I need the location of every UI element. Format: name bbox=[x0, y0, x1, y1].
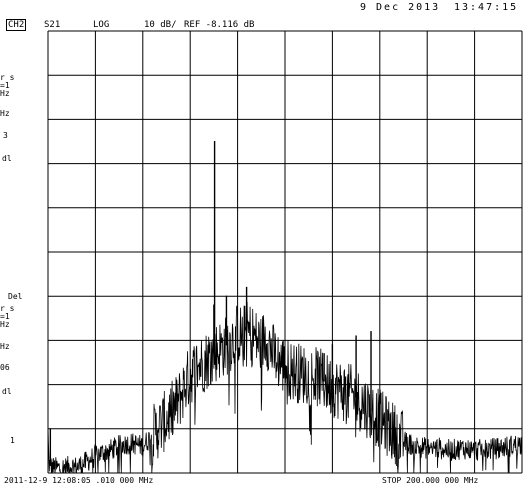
parameter-label: S21 bbox=[44, 20, 61, 30]
side-label: Hz bbox=[0, 342, 10, 351]
side-label: 3 bbox=[3, 131, 8, 140]
side-label: 06 bbox=[0, 363, 10, 372]
scale-label: 10 dB/ bbox=[144, 20, 177, 30]
side-label: dl bbox=[2, 387, 12, 396]
side-label: =1 bbox=[0, 312, 10, 321]
trace-line bbox=[47, 301, 523, 474]
side-label: r s bbox=[0, 304, 15, 313]
side-label: Hz bbox=[0, 89, 10, 98]
channel-indicator: CH2 bbox=[6, 19, 27, 31]
side-label: Del bbox=[8, 292, 23, 301]
format-label: LOG bbox=[93, 20, 110, 30]
start-label: 2011-12-9 12:08:05 .010 000 MHz bbox=[4, 476, 154, 485]
date-readout: 9 Dec 2013 bbox=[360, 2, 441, 13]
side-label: =1 bbox=[0, 81, 10, 90]
side-label: r s bbox=[0, 73, 15, 82]
side-label: Hz bbox=[0, 320, 10, 329]
marker-number: 1 bbox=[10, 436, 15, 445]
side-label: dl bbox=[2, 154, 12, 163]
stop-label: STOP 200.000 000 MHz bbox=[382, 476, 479, 485]
time-readout: 13:47:15 bbox=[454, 2, 519, 13]
side-label: Hz bbox=[0, 109, 10, 118]
reference-label: REF -8.116 dB bbox=[184, 20, 255, 30]
